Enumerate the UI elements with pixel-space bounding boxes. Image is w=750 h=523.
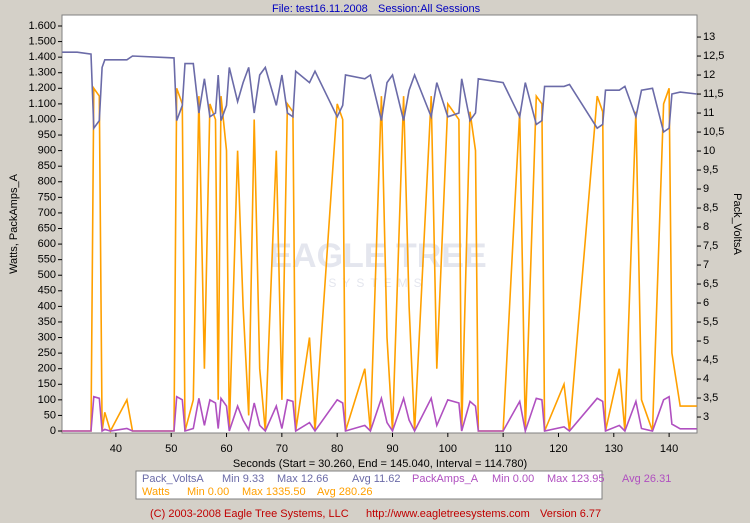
legend-stat: Avg 280.26 [317, 486, 372, 498]
x-tick-label: 110 [494, 443, 512, 455]
y2-tick-label: 3 [703, 411, 709, 423]
y2-tick-label: 11 [703, 107, 714, 119]
x-tick-label: 70 [276, 443, 288, 455]
y2-tick-label: 9 [703, 183, 709, 195]
y2-tick-label: 6 [703, 297, 709, 309]
y2-tick-label: 11,5 [703, 88, 724, 100]
y-tick-label: 250 [38, 347, 56, 359]
y2-tick-label: 12 [703, 69, 715, 81]
y2-tick-label: 5 [703, 335, 709, 347]
title-file: File: test16.11.2008 [272, 3, 368, 15]
y-tick-label: 800 [38, 176, 56, 188]
y-tick-label: 1.000 [28, 113, 56, 125]
x-tick-label: 40 [110, 443, 122, 455]
y2-axis-label: Pack_VoltsA [731, 193, 743, 255]
y-tick-label: 200 [38, 363, 56, 375]
y2-tick-label: 4,5 [703, 354, 718, 366]
y-tick-label: 400 [38, 300, 56, 312]
y-tick-label: 550 [38, 254, 56, 266]
y-tick-label: 1.600 [28, 20, 56, 32]
title-session: Session:All Sessions [378, 3, 481, 15]
y-tick-label: 1.400 [28, 51, 56, 63]
y2-tick-label: 6,5 [703, 278, 718, 290]
y-tick-label: 750 [38, 191, 56, 203]
x-tick-label: 50 [165, 443, 177, 455]
y-tick-label: 600 [38, 238, 56, 250]
legend-stat: Max 12.66 [277, 473, 328, 485]
legend-stat: Avg 26.31 [622, 473, 671, 485]
x-axis-label: Seconds (Start = 30.260, End = 145.040, … [233, 458, 527, 470]
x-tick-label: 120 [549, 443, 567, 455]
legend-stat: Max 123.95 [547, 473, 604, 485]
y-tick-label: 1.300 [28, 67, 56, 79]
legend [135, 470, 603, 500]
y2-tick-label: 10,5 [703, 126, 724, 138]
x-tick-label: 130 [605, 443, 623, 455]
y-tick-label: 1.500 [28, 35, 56, 47]
y-tick-label: 150 [38, 378, 56, 390]
y-tick-label: 300 [38, 331, 56, 343]
y-tick-label: 900 [38, 145, 56, 157]
series-line [62, 85, 697, 434]
y2-tick-label: 4 [703, 373, 709, 385]
y-tick-label: 1.100 [28, 98, 56, 110]
plot-area [61, 14, 698, 434]
y2-tick-label: 9,5 [703, 164, 718, 176]
legend-stat: Avg 11.62 [352, 473, 401, 485]
y-axis-label: Watts, PackAmps_A [8, 173, 20, 274]
watermark: EAGLE TREE [269, 237, 486, 275]
x-tick-label: 90 [386, 443, 398, 455]
x-tick-label: 140 [660, 443, 678, 455]
legend-label: PackAmps_A [412, 473, 479, 485]
watermark-sub: SYSTEMS [328, 276, 427, 290]
x-tick-label: 60 [220, 443, 232, 455]
x-tick-label: 80 [331, 443, 343, 455]
footer-url: http://www.eagletreesystems.com [366, 508, 530, 520]
y2-tick-label: 13 [703, 31, 715, 43]
y2-tick-label: 7 [703, 259, 709, 271]
y-tick-label: 500 [38, 269, 56, 281]
footer-version: Version 6.77 [540, 508, 601, 520]
series-line [62, 395, 697, 435]
legend-label: Watts [142, 486, 170, 498]
y-tick-label: 1.200 [28, 82, 56, 94]
y-tick-label: 0 [50, 425, 56, 437]
y-tick-label: 650 [38, 222, 56, 234]
y-tick-label: 950 [38, 129, 56, 141]
legend-label: Pack_VoltsA [142, 473, 204, 485]
y-tick-label: 700 [38, 207, 56, 219]
y2-tick-label: 8,5 [703, 202, 718, 214]
x-tick-label: 100 [439, 443, 457, 455]
footer-copyright: (C) 2003-2008 Eagle Tree Systems, LLC [150, 508, 349, 520]
legend-items: Pack_VoltsA Min 9.33 Max 12.66 Avg 11.62 Wat… [142, 473, 671, 498]
legend-stat: Min 9.33 [222, 473, 264, 485]
legend-stat: Min 0.00 [492, 473, 534, 485]
y-tick-label: 100 [38, 394, 56, 406]
legend-stat: Min 0.00 [187, 486, 229, 498]
y2-tick-label: 8 [703, 221, 709, 233]
series-line [62, 51, 697, 134]
y2-tick-label: 5,5 [703, 316, 718, 328]
y2-tick-label: 12,5 [703, 50, 724, 62]
y-tick-label: 850 [38, 160, 56, 172]
y-tick-label: 350 [38, 316, 56, 328]
y-tick-label: 450 [38, 285, 56, 297]
y2-tick-label: 3,5 [703, 392, 718, 404]
legend-stat: Max 1335.50 [242, 486, 306, 498]
y2-tick-label: 10 [703, 145, 715, 157]
y-tick-label: 50 [44, 409, 56, 421]
y2-tick-label: 7,5 [703, 240, 718, 252]
